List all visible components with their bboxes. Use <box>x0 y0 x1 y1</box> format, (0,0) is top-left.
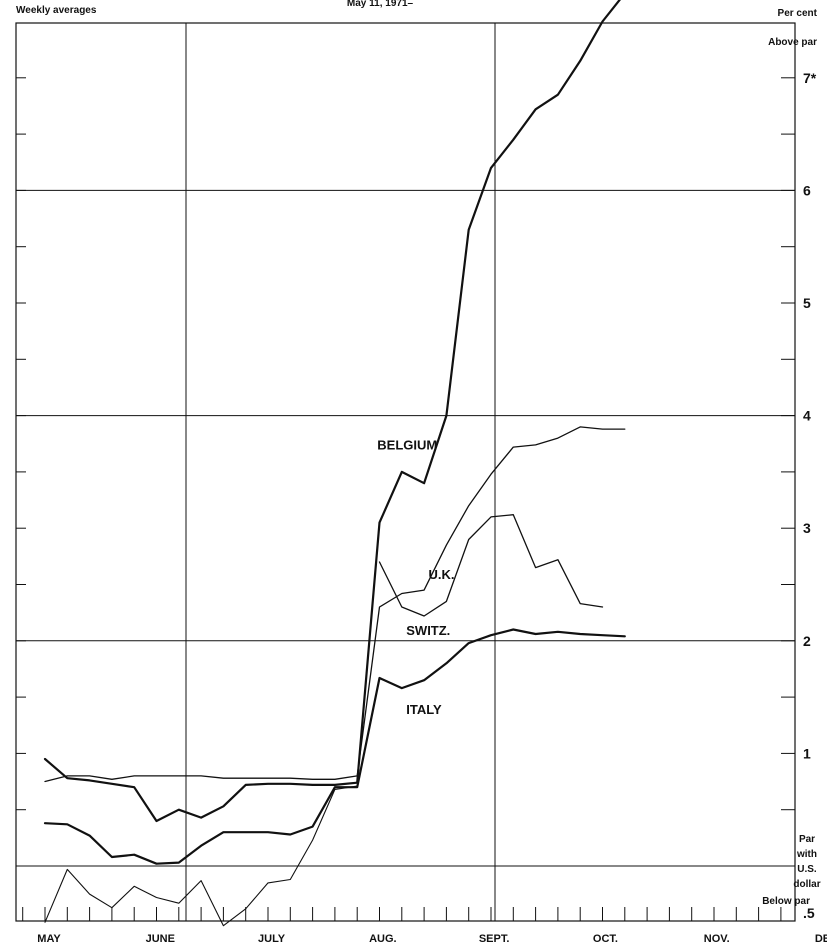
month-label: JULY <box>258 933 286 945</box>
par-label-line: Par <box>799 834 815 845</box>
series-line-switz <box>378 514 604 617</box>
month-label: AUG. <box>369 933 397 945</box>
y-tick-label: 3 <box>803 520 811 536</box>
below-par-label: Below par <box>762 896 810 907</box>
y-tick-label: 5 <box>803 295 811 311</box>
above-par-label: Above par <box>768 37 817 48</box>
header-left-label: Weekly averages <box>16 5 97 16</box>
series-label: ITALY <box>406 702 442 717</box>
series-line-italy <box>43 628 626 865</box>
series-label: SWITZ. <box>406 623 450 638</box>
par-label-line: dollar <box>793 879 820 890</box>
y-tick-labels: 7* 6 5 4 3 2 1 .5 <box>803 70 817 921</box>
par-with-dollar-label: Par with U.S. dollar <box>793 834 820 890</box>
month-label: JUNE <box>146 933 175 945</box>
y-tick-label: 1 <box>803 745 811 761</box>
grid-lines <box>16 23 795 921</box>
series-label: BELGIUM <box>377 437 437 452</box>
series-lines <box>43 0 626 927</box>
month-label: MAY <box>37 933 61 945</box>
y-tick-label: 6 <box>803 182 811 198</box>
series-line-belgium <box>43 0 621 823</box>
y-tick-label: 4 <box>803 408 811 424</box>
y-tick-label: 2 <box>803 633 811 649</box>
y-tick-label: .5 <box>803 905 815 921</box>
series-line-unlabeled <box>44 785 358 927</box>
series-labels: BELGIUM U.K. SWITZ. ITALY <box>377 437 454 717</box>
month-labels: MAY JUNE JULY AUG. SEPT. OCT. NOV. DEC. <box>37 933 827 945</box>
par-label-line: U.S. <box>797 864 817 875</box>
y-tick-label: 7* <box>803 70 817 86</box>
month-label: DEC. <box>815 933 827 945</box>
header-center-label: May 11, 1971– <box>347 0 414 9</box>
series-line-uk <box>44 426 626 783</box>
axis-ticks <box>16 77 795 921</box>
month-label: NOV. <box>704 933 730 945</box>
month-label: OCT. <box>593 933 618 945</box>
month-label: SEPT. <box>479 933 510 945</box>
y-unit-label: Per cent <box>778 8 818 19</box>
par-label-line: with <box>796 849 817 860</box>
series-label: U.K. <box>429 567 455 582</box>
